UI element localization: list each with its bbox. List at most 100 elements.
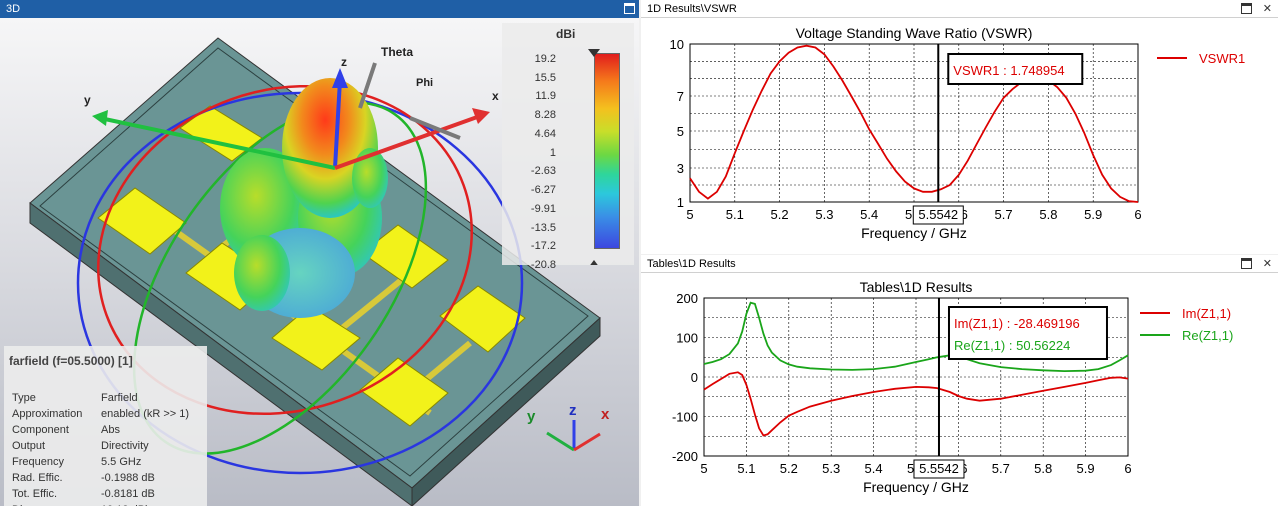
series-line-VSWR1[interactable]: [689, 44, 1139, 203]
x-tick-label: 5.4: [860, 207, 878, 222]
colorbar-tick: -20.8: [530, 259, 556, 271]
pane-3d: 3D: [0, 0, 639, 506]
colorbar-tick: 11.9: [535, 90, 556, 103]
info-row: Dir. 19.18 dBi: [12, 502, 207, 506]
maximize-icon[interactable]: [1241, 3, 1252, 14]
info-row: Component Abs: [12, 422, 207, 438]
marker-readout-box: [947, 306, 1108, 360]
colorbar-tick: -9.91: [530, 202, 556, 215]
close-icon[interactable]: ✕: [1262, 3, 1272, 15]
colorbar-min-arrow-icon[interactable]: [588, 260, 600, 265]
farfield-3d-view[interactable]: Theta Phi z y x y z x dBi 19.2 15.5 11.9 8.…: [0, 18, 639, 506]
maximize-icon[interactable]: [624, 3, 635, 14]
patch: [361, 224, 449, 289]
colorbar-tick: 19.2: [534, 53, 556, 65]
x-tick-label: 5.1: [726, 207, 744, 222]
side-lobe: [234, 235, 290, 311]
phi-label: Phi: [416, 77, 433, 89]
colorbar-tick: -6.27: [530, 184, 556, 197]
marker-x-label: 5.5542: [918, 207, 958, 222]
info-title: farfield (f=05.5000) [1]: [9, 354, 133, 368]
legend-label[interactable]: Re(Z1,1): [1182, 328, 1233, 343]
farfield-info-panel: farfield (f=05.5000) [1] Type Farfield App…: [4, 346, 207, 506]
pane-vswr: 1D Results\VSWR ✕ Voltage Standing Wave …: [641, 0, 1278, 254]
colorbar-tick: 4.64: [534, 127, 556, 140]
pane-z: Tables\1D Results ✕ Tables\1D Results 5 5.…: [641, 255, 1278, 506]
info-value: 5.5 GHz: [101, 456, 142, 468]
info-value: Directivity: [101, 440, 149, 452]
info-key: Tot. Effic.: [12, 488, 58, 500]
legend-label[interactable]: Im(Z1,1): [1182, 306, 1231, 321]
chart-title: Tables\1D Results: [860, 279, 973, 295]
x-axis-label: Frequency / GHz: [863, 479, 969, 495]
z-chart[interactable]: Tables\1D Results55.15.25.35.45.55.65.75…: [641, 273, 1278, 506]
colorbar-tick: 1: [549, 146, 556, 159]
info-value: -0.1988 dB: [101, 472, 155, 484]
colorbar-gradient[interactable]: [594, 53, 620, 249]
series-line-Re(Z1,1)[interactable]: [703, 301, 1129, 373]
x-axis-label: x: [492, 89, 499, 103]
patch: [97, 187, 187, 255]
maximize-icon[interactable]: [1241, 258, 1252, 269]
pane-vswr-title: 1D Results\VSWR: [647, 3, 737, 15]
orientation-triad: y z x: [527, 402, 610, 452]
colorbar-tick: 15.5: [534, 71, 556, 84]
x-tick-label: 5.8: [1039, 207, 1057, 222]
x-tick-label: 5.2: [780, 461, 798, 476]
x-tick-label: 5.9: [1077, 461, 1095, 476]
info-value: -0.8181 dB: [101, 488, 155, 500]
marker-readout: Im(Z1,1) : -28.469196: [954, 316, 1080, 331]
x-tick-label: 5: [700, 461, 707, 476]
info-value: Abs: [101, 424, 120, 436]
y-tick-label: 1: [677, 195, 684, 210]
legend-label[interactable]: VSWR1: [1199, 51, 1245, 66]
colorbar-unit: dBi: [556, 27, 576, 41]
x-tick-label: 5.2: [771, 207, 789, 222]
x-tick-label: 6: [1124, 461, 1131, 476]
farfield-pattern: [220, 78, 388, 318]
colorbar-max-arrow-icon[interactable]: [588, 49, 600, 57]
theta-circle-red: [97, 84, 473, 416]
x-tick-label: 5.3: [815, 207, 833, 222]
x-tick-label: 5.1: [737, 461, 755, 476]
z-chart-area[interactable]: Tables\1D Results55.15.25.35.45.55.65.75…: [641, 273, 1278, 506]
info-row: Frequency 5.5 GHz: [12, 454, 207, 470]
series-line-Im(Z1,1)[interactable]: [703, 371, 1129, 437]
x-arrowhead: [472, 108, 490, 124]
pane-3d-titlebar: 3D: [0, 0, 639, 18]
substrate-side-right: [411, 316, 601, 506]
y-tick-label: 3: [677, 161, 684, 176]
y-tick-label: 5: [677, 124, 684, 139]
x-tick-label: 6: [1134, 207, 1141, 222]
info-value: Farfield: [101, 392, 138, 404]
info-key: Type: [12, 392, 36, 404]
x-axis-label: Frequency / GHz: [861, 225, 967, 241]
patch: [439, 285, 526, 353]
chart-title: Voltage Standing Wave Ratio (VSWR): [796, 25, 1033, 41]
colorbar-tick: 8.28: [534, 109, 556, 122]
y-tick-label: 200: [676, 291, 698, 306]
colorbar-tick: -17.2: [530, 240, 556, 253]
axis-arrows: [99, 62, 481, 170]
z-arrowhead: [332, 68, 348, 88]
colorbar-tick: -13.5: [530, 221, 556, 234]
marker-x-box: [912, 205, 964, 225]
info-row: Rad. Effic. -0.1988 dB: [12, 470, 207, 486]
z-axis-label: z: [341, 55, 347, 69]
info-row: Type Farfield: [12, 390, 207, 406]
info-value: 19.18 dBi: [101, 502, 147, 506]
y-tick-label: 10: [670, 37, 684, 52]
plot-frame: [703, 297, 1129, 457]
y-tick-label: 0: [691, 370, 698, 385]
farfield-3d-scene: Theta Phi z y x y z x: [29, 37, 610, 506]
y-tick-label: 100: [676, 331, 698, 346]
triad-x-label: x: [601, 406, 610, 423]
info-key: Rad. Effic.: [12, 472, 63, 484]
marker-x-label: 5.5542: [919, 461, 959, 476]
close-icon[interactable]: ✕: [1262, 258, 1272, 270]
info-row: Output Directivity: [12, 438, 207, 454]
vswr-chart-area[interactable]: Voltage Standing Wave Ratio (VSWR) 5 5.1 5.…: [641, 18, 1278, 254]
colorbar-panel: dBi 19.2 15.5 11.9 8.28 4.64 1 -2.63 -6.27 -9.91…: [502, 23, 634, 271]
x-tick-label: 5: [686, 207, 693, 222]
vswr-chart[interactable]: Voltage Standing Wave Ratio (VSWR) 5 5.1 5.…: [641, 18, 1278, 254]
